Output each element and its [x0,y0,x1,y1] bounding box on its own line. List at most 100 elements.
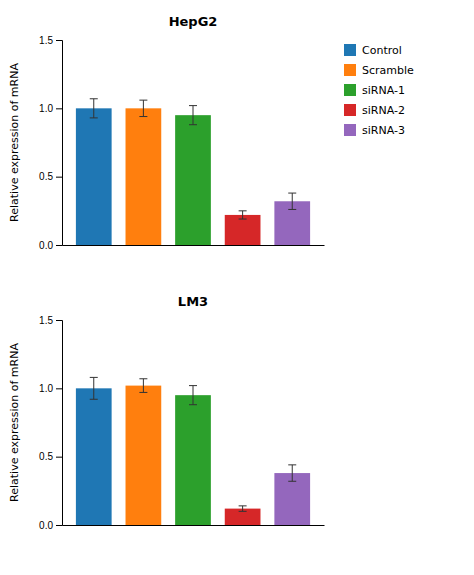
error-bar-cap [139,392,147,393]
legend-swatch [344,104,356,116]
legend-item: Control [344,44,402,57]
y-tick: 0.5 [39,171,62,182]
error-bar-cap [139,116,147,117]
x-axis [63,525,325,526]
error-bar [139,379,147,393]
error-bar [90,99,98,118]
legend-item: siRNA-1 [344,84,405,97]
chart-title: HepG2 [169,14,218,29]
y-tick-label: 1.0 [39,383,53,394]
error-bar-cap [189,105,197,106]
chart-title: LM3 [178,294,208,309]
y-tick-label: 0.0 [39,520,53,531]
bar [274,473,310,525]
error-bar-stem [193,386,194,405]
bar [225,509,261,525]
error-bar [239,211,247,219]
bar-chart: 0.0 0.5 1.0 1.5 LM3 Relative expression of mR… [8,294,325,531]
error-bar-cap [288,193,296,194]
error-bar [189,386,197,405]
y-tick-mark [56,457,62,458]
y-tick-label: 1.0 [39,103,53,114]
error-bar [189,106,197,125]
error-bar [288,193,296,209]
error-bar-stem [143,379,144,393]
y-axis: 0.0 0.5 1.0 1.5 [39,315,62,531]
legend-label: Control [362,44,402,57]
legend-label: Scramble [362,64,414,77]
legend-item: Scramble [344,64,414,77]
error-bar-cap [90,98,98,99]
error-bar-cap [239,210,247,211]
marks [76,99,310,245]
error-bar-cap [288,464,296,465]
error-bar-cap [139,100,147,101]
x-axis-line [63,245,325,246]
bar [126,386,162,525]
error-bar-stem [93,99,94,118]
error-bar [288,465,296,481]
legend-label: siRNA-3 [362,124,405,137]
legend-label: siRNA-2 [362,104,405,117]
legend-label: siRNA-1 [362,84,405,97]
y-tick-label: 0.5 [39,451,53,462]
y-axis-title: Relative expression of mRNA [8,343,21,502]
y-tick: 0.0 [39,240,62,251]
error-bar-cap [90,399,98,400]
legend-swatch [344,84,356,96]
legend-swatch [344,64,356,76]
y-axis: 0.0 0.5 1.0 1.5 [39,35,62,251]
legend-swatch [344,44,356,56]
y-tick: 1.5 [39,315,62,326]
bar-chart: 0.0 0.5 1.0 1.5 HepG2 Relative expression of … [8,14,414,251]
error-bar-cap [90,117,98,118]
legend-item: siRNA-3 [344,124,405,137]
y-tick-mark [56,388,62,389]
bar [126,108,162,245]
error-bar [90,377,98,399]
bar [76,388,112,525]
y-tick: 1.0 [39,103,62,114]
error-bar-cap [189,124,197,125]
bar [175,115,211,245]
bar [225,215,261,245]
y-tick-mark [56,177,62,178]
y-tick: 0.5 [39,451,62,462]
y-tick-label: 0.0 [39,240,53,251]
y-tick: 1.0 [39,383,62,394]
y-axis-title: Relative expression of mRNA [8,63,21,222]
y-tick-mark [56,320,62,321]
y-tick: 1.5 [39,35,62,46]
error-bar-cap [189,385,197,386]
error-bar-cap [288,209,296,210]
error-bar-stem [292,193,293,209]
error-bar-cap [288,481,296,482]
y-axis-line [56,321,63,526]
error-bar-stem [143,100,144,116]
error-bar [239,506,247,511]
bar [76,108,112,245]
y-tick-mark [56,108,62,109]
error-bar-cap [239,511,247,512]
error-bar-stem [292,465,293,481]
error-bar-stem [242,211,243,219]
legend-swatch [344,124,356,136]
error-bar-cap [139,378,147,379]
error-bar-cap [239,219,247,220]
y-tick-mark [56,245,62,246]
error-bar [139,100,147,116]
legend: Control Scramble siRNA-1 siRNA-2 siRNA-3 [344,44,414,137]
y-tick: 0.0 [39,520,62,531]
marks [76,377,310,525]
error-bar-stem [193,106,194,125]
legend-item: siRNA-2 [344,104,405,117]
y-tick-mark [56,40,62,41]
error-bar-cap [189,404,197,405]
error-bar-stem [93,377,94,399]
y-tick-label: 0.5 [39,171,53,182]
error-bar-cap [239,505,247,506]
error-bar-cap [90,377,98,378]
bar [175,395,211,525]
y-tick-label: 1.5 [39,35,53,46]
error-bar-stem [242,506,243,511]
